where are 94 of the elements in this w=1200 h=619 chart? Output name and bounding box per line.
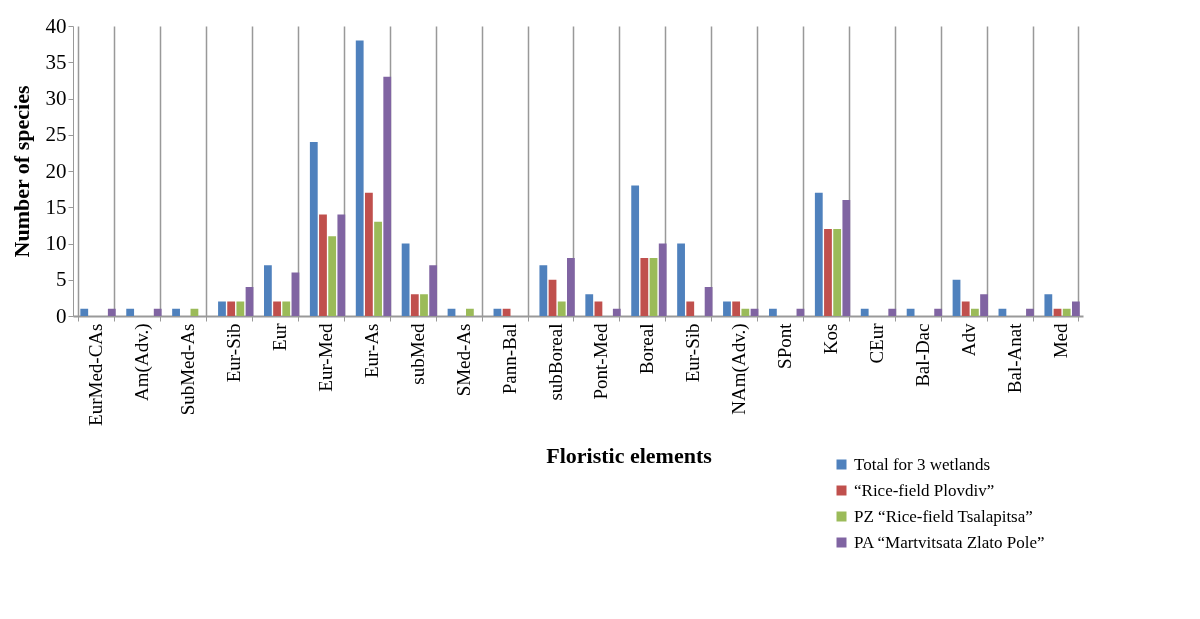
bar [860, 308, 869, 316]
bar [970, 308, 979, 316]
x-tick-label: Eur-Med [315, 323, 336, 392]
x-tick-label: SubMed-As [177, 323, 199, 416]
bar [934, 308, 943, 316]
bar [814, 192, 823, 316]
bar [263, 265, 272, 316]
legend-label: “Rice-field Plovdiv” [854, 480, 995, 500]
bar [566, 258, 575, 316]
bar [465, 308, 474, 316]
y-tick-label: 5 [56, 267, 67, 292]
bar [686, 301, 695, 316]
bar [557, 301, 566, 316]
x-tick-label: Boreal [636, 323, 658, 375]
x-tick-label: Eur-Sib [682, 323, 704, 383]
y-tick-label: 25 [45, 122, 67, 147]
bar [1026, 308, 1034, 316]
bar [723, 301, 731, 316]
bar [126, 308, 135, 316]
bar [631, 185, 640, 316]
bar [1044, 294, 1053, 316]
x-tick-label: NAm(Adv.) [728, 323, 751, 415]
bar [539, 265, 548, 316]
bar [1071, 301, 1080, 316]
bar [677, 243, 685, 316]
bar [153, 308, 162, 316]
bar [364, 192, 373, 316]
x-tick-label: Bal-Dac [911, 323, 933, 387]
x-tick-label: CEur [865, 322, 887, 364]
bar [768, 308, 777, 316]
bar [961, 301, 970, 316]
bar [741, 308, 750, 316]
y-tick-label: 35 [45, 49, 67, 74]
x-tick-label: SMed-As [452, 323, 474, 397]
bar [649, 258, 658, 316]
x-tick-label: Eur-As [360, 323, 382, 378]
bar [980, 294, 988, 316]
bar [640, 258, 649, 316]
bar [401, 243, 410, 316]
legend-label: Total for 3 wetlands [854, 454, 991, 474]
bar [585, 294, 594, 316]
legend-label: PZ “Rice-field Tsalapitsa” [854, 506, 1033, 526]
bar [888, 308, 897, 316]
y-tick-label: 15 [45, 194, 67, 219]
bar [309, 142, 318, 316]
bar [704, 287, 713, 316]
x-axis-title: Floristic elements [546, 442, 713, 468]
x-tick-label: Med [1049, 323, 1071, 359]
x-tick-label: Adv [957, 323, 979, 357]
legend-label: PA “Martvitsata Zlato Pole” [854, 532, 1045, 552]
y-tick-label: 20 [45, 158, 67, 183]
bar [328, 236, 337, 316]
bar [383, 76, 392, 316]
bar [502, 308, 511, 316]
bar [612, 308, 621, 316]
bar [172, 308, 180, 316]
bar [273, 301, 281, 316]
x-tick-label: Pont-Med [590, 323, 612, 400]
bar [429, 265, 438, 316]
bar [374, 221, 382, 316]
bar [658, 243, 667, 316]
x-tick-label: Kos [820, 323, 841, 355]
bar [236, 301, 245, 316]
bar [824, 229, 832, 316]
y-tick-label: 40 [45, 13, 67, 38]
bar [218, 301, 226, 316]
bar [107, 308, 116, 316]
bar [319, 214, 327, 316]
x-tick-label: Am(Adv.) [131, 323, 154, 401]
y-tick-label: 30 [45, 86, 67, 110]
x-tick-label: EurMed-CAs [85, 323, 107, 426]
bar [227, 301, 236, 316]
x-tick-label: SPont [774, 322, 796, 369]
x-tick-label: subBoreal [544, 323, 566, 401]
bar [337, 214, 346, 316]
bar [245, 287, 254, 316]
bar [1062, 308, 1071, 316]
bar [420, 294, 428, 316]
x-tick-label: Eur-Sib [223, 323, 245, 383]
y-tick-label: 10 [45, 231, 67, 255]
bar [732, 301, 741, 316]
x-tick-label: subMed [406, 323, 428, 385]
bar [355, 40, 364, 316]
bar [80, 308, 89, 316]
x-tick-label: Eur [269, 322, 291, 351]
y-axis-title: Number of species [8, 85, 34, 258]
x-tick-label: Pann-Bal [498, 323, 520, 395]
x-tick-label: Bal-Anat [1003, 322, 1025, 394]
bar [282, 301, 291, 316]
bar [842, 200, 851, 316]
bar [410, 294, 419, 316]
y-tick-label: 0 [56, 303, 67, 328]
bar [833, 229, 842, 316]
bar [906, 308, 915, 316]
